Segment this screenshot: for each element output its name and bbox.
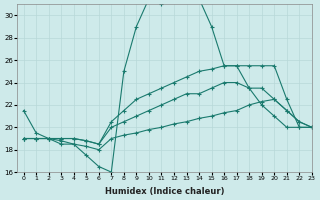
X-axis label: Humidex (Indice chaleur): Humidex (Indice chaleur) (105, 187, 224, 196)
